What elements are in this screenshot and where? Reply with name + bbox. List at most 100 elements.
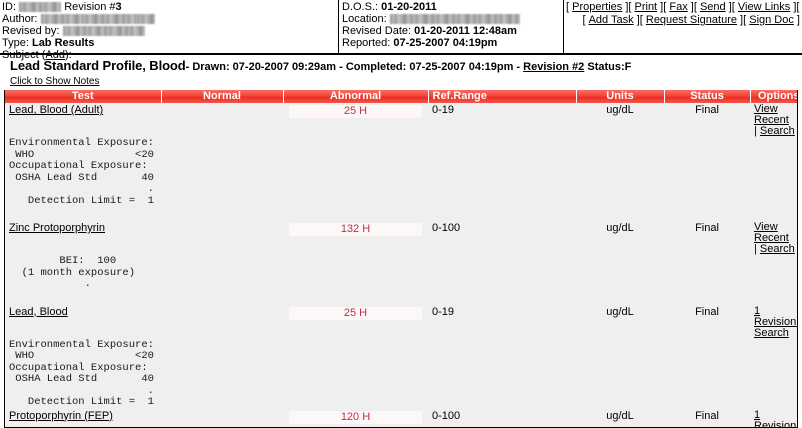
table-spacer-row <box>5 290 797 305</box>
cell-abnormal: 25 H <box>283 103 428 137</box>
note-text: Environmental Exposure: WHO <20 Occupati… <box>9 338 154 408</box>
send-link[interactable]: Send <box>699 1 726 13</box>
results-table: Test Normal Abnormal Ref.Range Units Sta… <box>5 90 798 428</box>
table-row: Protoporphyrin (FEP) 120 H 0-100 ug/dL F… <box>5 408 798 428</box>
meta-revised-date-line: Revised Date: 01-20-2011 12:48am <box>342 25 567 37</box>
results-table-header-row: Test Normal Abnormal Ref.Range Units Sta… <box>5 90 797 103</box>
cell-units: ug/dL <box>576 304 664 339</box>
col-header-options: Options <box>750 90 797 103</box>
option-search-link[interactable]: Search <box>759 243 795 255</box>
cell-units: ug/dL <box>576 408 664 427</box>
author-redacted-block-2 <box>80 14 137 24</box>
bracket-close-2: ] <box>793 14 800 26</box>
abnormal-value: 25 H <box>289 105 422 118</box>
table-note-row: Environmental Exposure: WHO <20 Occupati… <box>5 137 797 207</box>
cell-status: Final <box>664 304 750 339</box>
col-header-units: Units <box>576 90 665 103</box>
option-revision-link[interactable]: 1 Revision | <box>754 408 798 428</box>
print-link[interactable]: Print <box>634 1 658 13</box>
cell-test: Protoporphyrin (FEP) <box>5 408 161 427</box>
show-notes-row: Click to Show Notes <box>0 74 802 90</box>
meta-column-actions: [ Properties ][ Print ][ Fax ][ Send ][ … <box>566 1 800 27</box>
study-title-bar: Lead Standard Profile, Blood- Drawn: 07-… <box>0 55 802 74</box>
option-separator: | <box>754 125 760 137</box>
study-completed-label: - Completed: <box>339 61 407 73</box>
meta-column-left: ID: Revision #3 Author: Revised by: Type… <box>2 1 338 61</box>
table-spacer-row <box>5 207 797 221</box>
subject-add-link[interactable]: Add <box>45 49 65 61</box>
spacer-cell <box>5 207 797 221</box>
note-text: Environmental Exposure: WHO <20 Occupati… <box>9 137 154 207</box>
col-header-test: Test <box>5 90 162 103</box>
cell-options: 1 Revision | Search <box>750 408 798 428</box>
meta-dos-line: D.O.S.: 01-20-2011 <box>342 1 567 13</box>
bracket-sep-1: ][ <box>622 1 635 13</box>
abnormal-value: 120 H <box>289 410 422 424</box>
cell-options: View Recent | Search <box>750 103 797 137</box>
cell-ref-range: 0-100 <box>428 408 576 427</box>
meta-revised-by-line: Revised by: <box>2 25 338 37</box>
author-label: Author: <box>2 13 38 25</box>
dos-label: D.O.S.: <box>342 1 379 13</box>
meta-divider-2 <box>563 0 564 55</box>
option-revision-link[interactable]: 1 Revision | <box>754 304 798 328</box>
cell-ref-range: 0-19 <box>428 304 576 339</box>
cell-test: Zinc Protoporphyrin <box>5 221 161 255</box>
subject-label: Subject ( <box>2 49 46 61</box>
cell-options: 1 Revision | Search <box>750 304 798 339</box>
meta-column-middle: D.O.S.: 01-20-2011 Location: Revised Dat… <box>342 1 567 49</box>
results-table-container: Test Normal Abnormal Ref.Range Units Sta… <box>4 90 798 428</box>
table-row: Lead, Blood (Adult) 25 H 0-19 ug/dL Fina… <box>5 103 797 137</box>
cell-abnormal: 132 H <box>283 221 428 255</box>
action-links-row-1: [ Properties ][ Print ][ Fax ][ Send ][ … <box>566 1 800 14</box>
bracket-open: [ <box>566 1 573 13</box>
option-separator: | <box>754 243 760 255</box>
bracket-sep-5: ][ <box>790 1 802 13</box>
test-name-link[interactable]: Lead, Blood (Adult) <box>9 104 104 116</box>
bracket-sep-2: ][ <box>657 1 670 13</box>
meta-subject-line: Subject (Add): <box>2 49 338 61</box>
request-signature-link[interactable]: Request Signature <box>645 14 737 26</box>
cell-status: Final <box>664 221 750 255</box>
option-view-recent-link[interactable]: View Recent <box>754 221 789 244</box>
revised-date-value: 01-20-2011 12:48am <box>414 25 517 37</box>
cell-options: View Recent | Search <box>750 221 797 255</box>
option-search-link[interactable]: Search <box>759 125 795 137</box>
cell-test: Lead, Blood (Adult) <box>5 103 161 137</box>
fax-link[interactable]: Fax <box>669 1 688 13</box>
meta-divider-1 <box>338 0 339 55</box>
document-meta-header: ID: Revision #3 Author: Revised by: Type… <box>0 0 802 61</box>
study-completed-value: 07-25-2007 04:19pm <box>409 61 514 73</box>
option-search-link[interactable]: Search <box>754 326 789 339</box>
study-drawn-label: - Drawn: <box>185 61 230 73</box>
view-links-link[interactable]: View Links <box>737 1 791 13</box>
study-status-value: F <box>624 61 632 73</box>
revised-by-redacted-block <box>62 26 145 36</box>
subject-label-close: ): <box>65 49 72 61</box>
option-view-recent-link[interactable]: View Recent <box>754 103 789 126</box>
cell-units: ug/dL <box>576 103 664 137</box>
properties-link[interactable]: Properties <box>572 1 623 13</box>
cell-units: ug/dL <box>576 221 664 255</box>
add-task-link[interactable]: Add Task <box>588 14 634 26</box>
cell-normal <box>161 103 283 137</box>
test-name-link[interactable]: Zinc Protoporphyrin <box>9 222 105 234</box>
show-notes-link[interactable]: Click to Show Notes <box>10 76 100 87</box>
cell-note: Environmental Exposure: WHO <20 Occupati… <box>5 137 283 207</box>
spacer-cell <box>5 290 797 305</box>
revised-date-label: Revised Date: <box>342 25 412 37</box>
cell-normal <box>161 221 283 255</box>
cell-note-filler <box>283 255 797 291</box>
bracket-sep-7: ][ <box>737 14 750 26</box>
meta-type-line: Type: Lab Results <box>2 37 338 49</box>
test-name-link[interactable]: Protoporphyrin (FEP) <box>9 409 113 422</box>
table-row: Lead, Blood 25 H 0-19 ug/dL Final 1 Revi… <box>5 304 798 339</box>
cell-status: Final <box>664 103 750 137</box>
study-revision-link[interactable]: Revision #2 <box>523 61 585 73</box>
cell-normal <box>161 408 283 427</box>
sign-doc-link[interactable]: Sign Doc <box>749 14 794 26</box>
test-name-link[interactable]: Lead, Blood <box>9 305 68 318</box>
cell-note: Environmental Exposure: WHO <20 Occupati… <box>5 338 283 409</box>
cell-ref-range: 0-19 <box>428 103 576 137</box>
